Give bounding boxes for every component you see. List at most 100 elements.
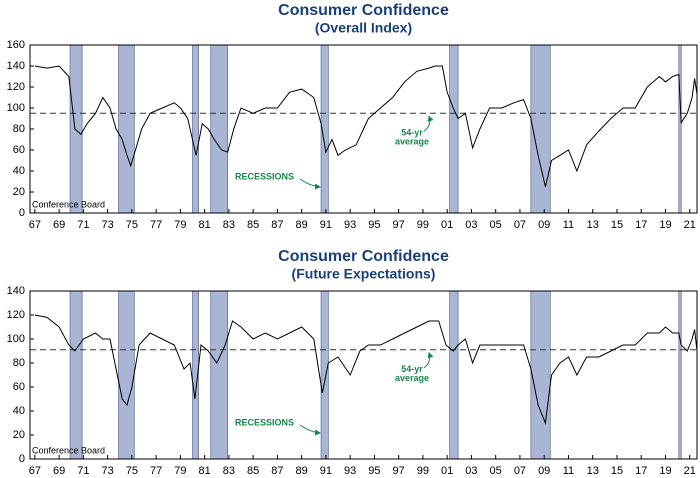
x-tick-label: 11 bbox=[563, 219, 574, 231]
annotation-arrow bbox=[423, 115, 434, 132]
x-tick-label: 93 bbox=[344, 465, 356, 477]
x-tick-label: 21 bbox=[684, 465, 696, 477]
x-tick-label: 19 bbox=[659, 465, 671, 477]
y-tick-label: 100 bbox=[7, 333, 25, 345]
average-annotation: average bbox=[395, 373, 429, 383]
recession-band bbox=[118, 290, 135, 460]
y-tick-label: 120 bbox=[7, 81, 25, 93]
plot-frame bbox=[29, 44, 698, 214]
x-tick-label: 03 bbox=[465, 219, 477, 231]
y-tick-label: 0 bbox=[19, 207, 25, 219]
annotation-arrow bbox=[299, 424, 321, 436]
x-tick-label: 21 bbox=[684, 219, 696, 231]
x-tick-label: 11 bbox=[563, 465, 574, 477]
recession-band bbox=[69, 44, 83, 214]
y-tick-label: 140 bbox=[7, 60, 25, 72]
x-tick-label: 67 bbox=[29, 465, 41, 477]
x-tick-label: 07 bbox=[514, 219, 526, 231]
y-tick-label: 40 bbox=[13, 165, 25, 177]
x-tick-label: 81 bbox=[199, 219, 211, 231]
x-tick-label: 75 bbox=[126, 219, 138, 231]
source-note: Conference Board bbox=[32, 199, 105, 209]
x-tick-label: 95 bbox=[368, 465, 380, 477]
x-tick-label: 89 bbox=[296, 465, 308, 477]
y-tick-label: 80 bbox=[13, 123, 25, 135]
y-tick-label: 0 bbox=[19, 453, 25, 465]
x-tick-label: 13 bbox=[587, 219, 599, 231]
y-tick-label: 60 bbox=[13, 381, 25, 393]
x-tick-label: 79 bbox=[174, 219, 186, 231]
x-tick-label: 17 bbox=[635, 465, 647, 477]
recession-band bbox=[192, 44, 199, 214]
x-tick-label: 69 bbox=[53, 465, 65, 477]
average-annotation: 54-yr bbox=[401, 128, 423, 138]
x-tick-label: 83 bbox=[223, 219, 235, 231]
y-tick-label: 60 bbox=[13, 144, 25, 156]
y-tick-label: 100 bbox=[7, 102, 25, 114]
recession-band bbox=[678, 290, 682, 460]
x-tick-label: 01 bbox=[441, 465, 453, 477]
x-tick-label: 85 bbox=[247, 465, 259, 477]
x-tick-label: 85 bbox=[247, 219, 259, 231]
chart-title: Consumer Confidence bbox=[278, 248, 449, 265]
chart-title: Consumer Confidence bbox=[278, 2, 449, 19]
recession-band bbox=[210, 44, 229, 214]
recession-band bbox=[210, 290, 229, 460]
x-tick-label: 97 bbox=[393, 219, 405, 231]
recession-band bbox=[449, 290, 459, 460]
x-tick-label: 79 bbox=[174, 465, 186, 477]
x-tick-label: 73 bbox=[101, 219, 113, 231]
x-tick-label: 09 bbox=[538, 465, 550, 477]
x-tick-label: 69 bbox=[53, 219, 65, 231]
x-tick-label: 99 bbox=[417, 219, 429, 231]
x-tick-label: 19 bbox=[659, 219, 671, 231]
recession-band bbox=[449, 44, 459, 214]
x-tick-label: 87 bbox=[271, 465, 283, 477]
x-tick-label: 01 bbox=[441, 219, 453, 231]
x-tick-label: 95 bbox=[368, 219, 380, 231]
x-tick-label: 67 bbox=[29, 219, 41, 231]
recessions-annotation: RECESSIONS bbox=[235, 171, 294, 181]
data-line bbox=[34, 65, 698, 187]
x-tick-label: 97 bbox=[393, 465, 405, 477]
x-tick-label: 77 bbox=[150, 219, 162, 231]
y-tick-label: 20 bbox=[13, 186, 25, 198]
annotation-arrow bbox=[299, 178, 321, 190]
x-tick-label: 15 bbox=[611, 465, 623, 477]
annotation-arrow bbox=[423, 351, 434, 369]
x-tick-label: 05 bbox=[490, 219, 502, 231]
x-tick-label: 83 bbox=[223, 465, 235, 477]
x-tick-label: 77 bbox=[150, 465, 162, 477]
recessions-annotation: RECESSIONS bbox=[235, 417, 294, 427]
average-annotation: 54-yr bbox=[401, 364, 423, 374]
x-tick-label: 13 bbox=[587, 465, 599, 477]
chart-subtitle: (Overall Index) bbox=[315, 20, 412, 36]
x-tick-label: 91 bbox=[320, 465, 332, 477]
x-tick-label: 81 bbox=[199, 465, 211, 477]
x-tick-label: 73 bbox=[101, 465, 113, 477]
plot-frame bbox=[29, 290, 698, 460]
x-tick-label: 71 bbox=[77, 465, 89, 477]
x-tick-label: 05 bbox=[490, 465, 502, 477]
x-tick-label: 99 bbox=[417, 465, 429, 477]
recession-band bbox=[118, 44, 135, 214]
chart-subtitle: (Future Expectations) bbox=[292, 266, 436, 282]
recession-band bbox=[320, 290, 329, 460]
recession-band bbox=[530, 44, 551, 214]
average-annotation: average bbox=[395, 137, 429, 147]
y-tick-label: 120 bbox=[7, 309, 25, 321]
x-tick-label: 07 bbox=[514, 465, 526, 477]
y-tick-label: 140 bbox=[7, 285, 25, 297]
recession-band bbox=[530, 290, 551, 460]
x-tick-label: 87 bbox=[271, 219, 283, 231]
x-tick-label: 89 bbox=[296, 219, 308, 231]
x-tick-label: 93 bbox=[344, 219, 356, 231]
x-tick-label: 17 bbox=[635, 219, 647, 231]
y-tick-label: 20 bbox=[13, 429, 25, 441]
recession-band bbox=[678, 44, 682, 214]
x-tick-label: 09 bbox=[538, 219, 550, 231]
y-tick-label: 160 bbox=[7, 39, 25, 51]
data-line bbox=[34, 314, 698, 425]
x-tick-label: 71 bbox=[77, 219, 89, 231]
